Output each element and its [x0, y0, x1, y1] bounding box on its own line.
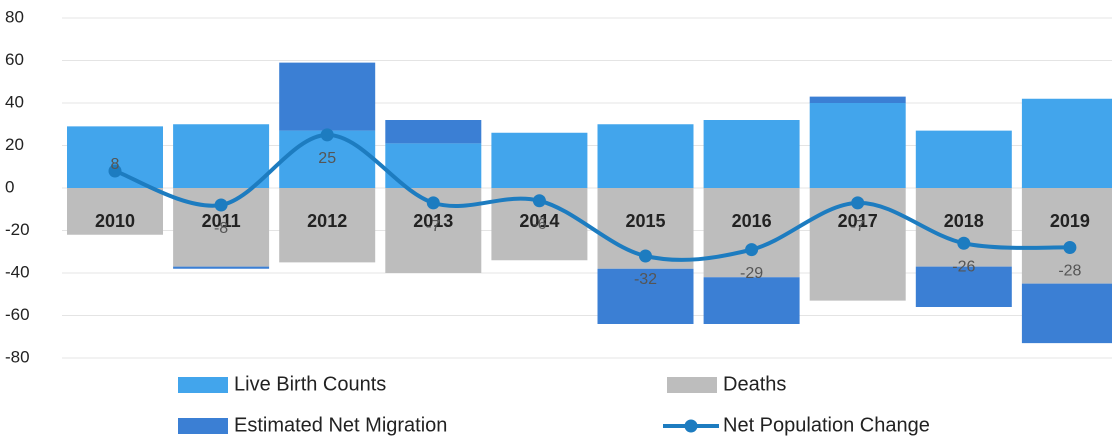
- y-tick-label: 20: [5, 135, 24, 154]
- bar: [67, 188, 163, 235]
- y-tick-label: -60: [5, 305, 30, 324]
- x-tick-label: 2011: [202, 211, 241, 231]
- x-tick-label: 2012: [307, 211, 347, 231]
- data-label: -29: [740, 265, 763, 282]
- bar: [809, 103, 906, 188]
- y-tick-label: 0: [5, 177, 14, 196]
- y-tick-label: -20: [5, 220, 30, 239]
- data-label: -7: [426, 218, 440, 235]
- y-tick-label: 60: [5, 50, 24, 69]
- legend-label: Deaths: [723, 373, 786, 395]
- line-marker: [1063, 241, 1077, 254]
- x-tick-label: 2013: [413, 211, 453, 231]
- x-tick-label: 2015: [625, 211, 665, 231]
- x-tick-label: 2016: [732, 211, 772, 231]
- line-marker: [214, 198, 228, 212]
- line: [114, 132, 1070, 262]
- line-marker: [426, 196, 440, 210]
- bar: [809, 96, 906, 103]
- line-marker: [851, 196, 865, 210]
- legend-swatch: [178, 418, 228, 434]
- y-tick-label: 40: [5, 92, 24, 111]
- data-label: 8: [111, 156, 120, 173]
- bar: [597, 268, 694, 324]
- bar: [1021, 188, 1112, 284]
- y-tick-label: -80: [5, 347, 30, 366]
- x-tick-label: 2014: [519, 211, 559, 231]
- bar: [173, 124, 270, 188]
- bar: [703, 120, 800, 188]
- legend-swatch: [667, 377, 717, 393]
- x-tick-label: 2019: [1050, 211, 1090, 231]
- bar: [173, 266, 270, 269]
- data-label: -26: [952, 258, 975, 275]
- bar: [703, 277, 800, 324]
- bar: [915, 266, 1012, 307]
- data-label: -8: [214, 220, 228, 237]
- data-label: -32: [634, 271, 657, 288]
- bar: [915, 130, 1012, 188]
- bar: [915, 188, 1012, 267]
- bar: [67, 126, 163, 188]
- legend-label: Net Population Change: [723, 414, 930, 436]
- bar: [703, 188, 800, 278]
- line-marker: [639, 249, 652, 263]
- x-tick-label: 2018: [944, 211, 984, 231]
- data-label: -7: [851, 218, 865, 235]
- bar: [491, 132, 588, 188]
- x-tick-label: 2010: [95, 211, 135, 231]
- line-marker: [108, 164, 122, 178]
- line-marker: [532, 194, 546, 208]
- bar: [385, 120, 482, 144]
- legend-label: Estimated Net Migration: [234, 414, 447, 436]
- data-label: 25: [318, 150, 336, 167]
- bar: [1021, 98, 1112, 188]
- bar: [279, 62, 376, 131]
- line-marker: [957, 236, 971, 250]
- bar: [279, 188, 376, 263]
- legend-swatch: [178, 377, 228, 393]
- data-label: -28: [1058, 263, 1081, 280]
- legend-label: Live Birth Counts: [234, 373, 386, 395]
- data-label: -6: [532, 216, 546, 233]
- bar: [1021, 283, 1112, 344]
- y-tick-label: -40: [5, 262, 30, 281]
- legend-swatch: [684, 419, 698, 433]
- line-marker: [745, 243, 759, 257]
- bar: [597, 124, 694, 188]
- x-tick-label: 2017: [838, 211, 878, 231]
- line-marker: [320, 128, 334, 142]
- y-tick-label: 80: [5, 7, 24, 26]
